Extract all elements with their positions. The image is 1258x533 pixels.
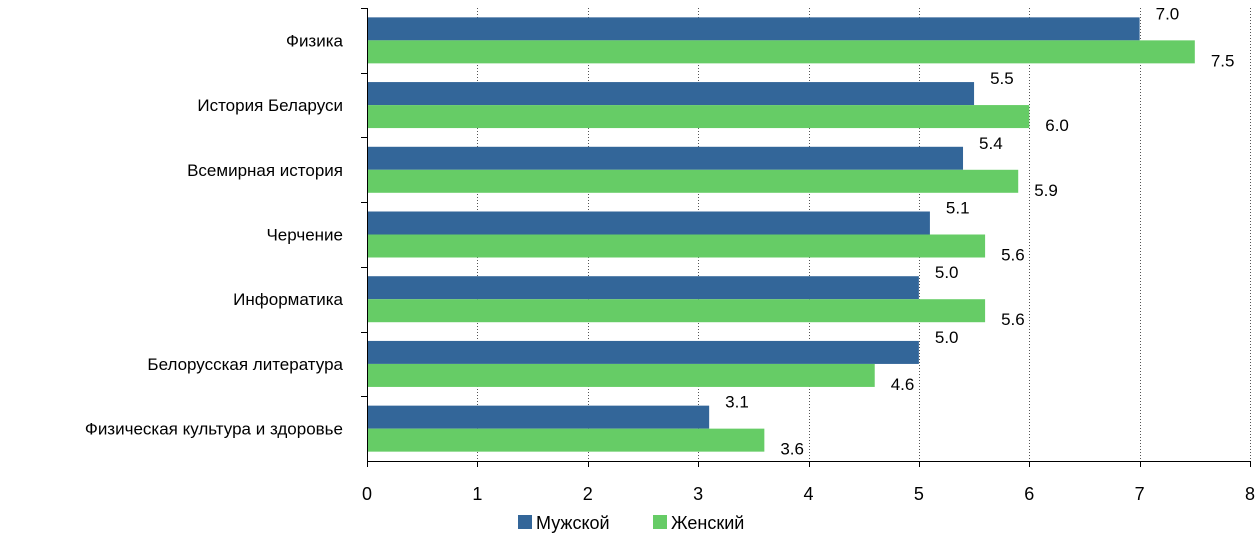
category-label: Физика	[286, 31, 344, 50]
bar-male	[367, 340, 919, 364]
legend-swatch-male	[518, 515, 532, 529]
data-label: 3.6	[780, 440, 804, 459]
data-label: 5.5	[990, 69, 1014, 88]
category-label: Физическая культура и здоровье	[85, 420, 343, 439]
bar-female	[367, 105, 1030, 129]
bar-female	[367, 363, 875, 387]
x-tick-label: 5	[914, 484, 924, 504]
data-label: 5.1	[946, 199, 970, 218]
bar-male	[367, 405, 710, 429]
data-label: 5.0	[935, 263, 959, 282]
bar-male	[367, 17, 1140, 41]
x-tick-label: 0	[362, 484, 372, 504]
x-tick-label: 3	[693, 484, 703, 504]
category-label: Белорусская литература	[147, 355, 343, 374]
x-tick-label: 6	[1024, 484, 1034, 504]
data-label: 5.6	[1001, 310, 1025, 329]
data-label: 3.1	[725, 393, 749, 412]
bar-female	[367, 40, 1195, 64]
x-tick-label: 2	[583, 484, 593, 504]
bars	[367, 17, 1195, 452]
bar-male	[367, 211, 930, 235]
data-label: 5.6	[1001, 246, 1025, 265]
category-label: Черчение	[266, 226, 343, 245]
data-label: 7.0	[1156, 4, 1180, 23]
category-label: Информатика	[233, 290, 343, 309]
legend-label: Женский	[671, 513, 744, 533]
x-tick-label: 4	[803, 484, 813, 504]
bar-male	[367, 146, 964, 170]
x-tick-label: 1	[472, 484, 482, 504]
x-tick-label: 7	[1135, 484, 1145, 504]
category-label: Всемирная история	[187, 161, 343, 180]
labels: 7.0 7.5 Физика 5.5 6.0 История Беларуси 5.4 5.9…	[85, 4, 1255, 504]
category-label: История Беларуси	[197, 96, 343, 115]
legend-swatch-female	[653, 515, 667, 529]
x-tick-label: 8	[1245, 484, 1255, 504]
data-label: 5.4	[979, 134, 1003, 153]
legend-label: Мужской	[536, 513, 610, 533]
data-label: 5.0	[935, 328, 959, 347]
bar-female	[367, 299, 986, 323]
bar-female	[367, 428, 765, 452]
legend: Мужской Женский	[518, 513, 744, 533]
bar-female	[367, 234, 986, 258]
data-label: 7.5	[1211, 51, 1235, 70]
bar-male	[367, 82, 975, 106]
axes	[361, 8, 1251, 467]
data-label: 6.0	[1045, 116, 1069, 135]
bar-female	[367, 169, 1019, 193]
bar-male	[367, 276, 919, 300]
data-label: 4.6	[891, 375, 915, 394]
data-label: 5.9	[1034, 181, 1058, 200]
